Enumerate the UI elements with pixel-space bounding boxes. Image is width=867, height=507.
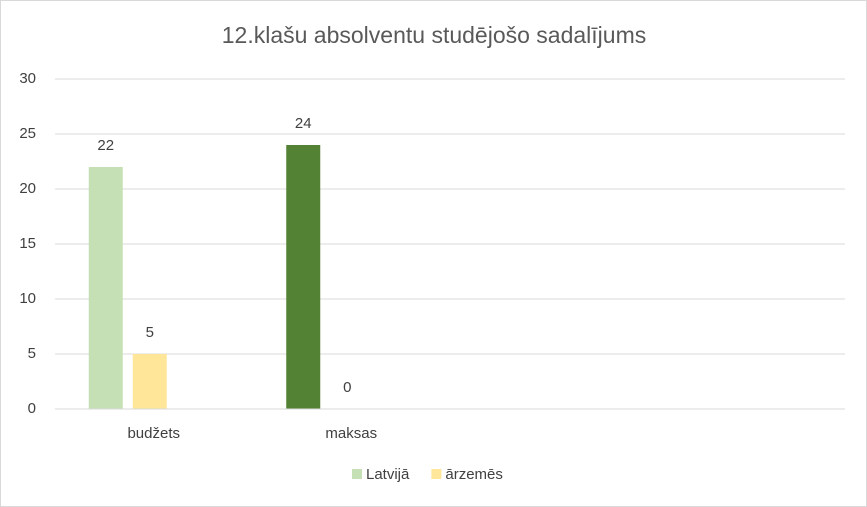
legend-swatch [352,469,362,479]
bar [132,354,167,409]
legend-swatch [431,469,442,479]
y-tick-label: 30 [19,70,36,87]
data-label: 22 [97,137,114,154]
x-tick-label: budžets [127,425,180,442]
y-tick-label: 10 [19,290,36,307]
chart-title: 12.klašu absolventu studējošo sadalījums [222,22,646,48]
data-label: 24 [295,115,312,132]
x-tick-label: maksas [325,425,377,442]
bar [286,145,321,409]
y-tick-label: 0 [28,400,36,417]
bar [88,167,123,409]
data-label: 5 [146,324,154,341]
legend-label: Latvijā [366,466,410,483]
y-tick-label: 5 [28,345,36,362]
legend-label: ārzemēs [445,466,503,483]
y-tick-label: 15 [19,235,36,252]
y-tick-label: 20 [19,180,36,197]
data-label: 0 [343,379,351,396]
y-tick-label: 25 [19,125,36,142]
